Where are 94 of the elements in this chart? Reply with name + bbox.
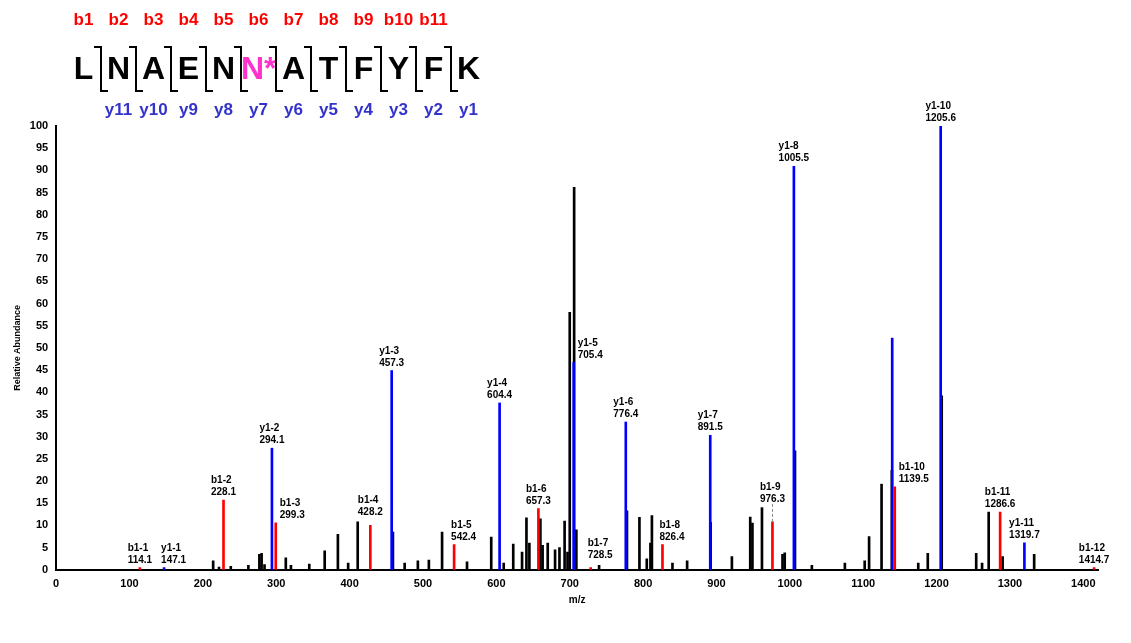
annotation: y1-11 1319.7	[1009, 516, 1041, 540]
annotation: b1-12 1414.7	[1078, 541, 1110, 565]
x-tick-label: 1400	[1071, 577, 1096, 590]
text: b4	[177, 10, 200, 30]
text: F	[352, 50, 375, 87]
text: y4	[353, 100, 374, 120]
text: K	[455, 50, 482, 87]
y-tick-label: 95	[35, 141, 49, 154]
x-tick-label: 500	[413, 577, 433, 590]
annotation: b1-1 114.1	[127, 541, 153, 565]
annotation: b1-6 657.3	[525, 482, 552, 506]
text: y9	[178, 100, 199, 120]
text: b8	[317, 10, 340, 30]
x-tick-label: 700	[560, 577, 579, 590]
y-tick-label: 10	[35, 518, 49, 531]
x-tick-label: 1000	[777, 577, 803, 590]
annotation: b1-10 1139.5	[898, 460, 930, 484]
annotation: y1-1 147.1	[161, 541, 187, 565]
y-tick-label: 85	[35, 185, 49, 198]
annotation: y1-5 705.4	[577, 336, 604, 360]
text: T	[317, 50, 340, 87]
y-tick-label: 0	[42, 562, 49, 575]
text: b3	[142, 10, 165, 30]
y-tick-label: 100	[29, 119, 49, 132]
annotation: b1-2 228.1	[211, 474, 237, 498]
y-tick-label: 80	[35, 207, 49, 220]
y-tick-label: 50	[35, 340, 49, 353]
y-tick-label: 45	[35, 363, 49, 376]
x-tick-label: 800	[633, 577, 653, 590]
y-tick-label: 15	[35, 496, 49, 509]
text: N	[210, 50, 237, 87]
text: N	[105, 50, 132, 87]
annotation: y1-3 457.3	[379, 344, 405, 368]
y-tick-label: 5	[42, 540, 49, 553]
annotation: b1-8 826.4	[659, 518, 685, 542]
y-tick-label: 65	[35, 274, 49, 287]
text: L	[72, 50, 95, 87]
text: b6	[247, 10, 270, 30]
y-tick-label: 35	[35, 407, 49, 420]
x-tick-label: 400	[340, 577, 359, 590]
text: A	[280, 50, 307, 87]
y-tick-label: 25	[35, 451, 49, 464]
x-tick-label: 600	[487, 577, 506, 590]
text: y6	[283, 100, 304, 120]
annotation: b1-4 428.2	[357, 494, 384, 518]
annotation: y1-4 604.4	[487, 376, 513, 400]
annotation: y1-8 1005.5	[778, 140, 810, 164]
x-tick-label: 1300	[997, 577, 1023, 590]
y-tick-label: 60	[35, 296, 49, 309]
text: y10	[138, 100, 169, 120]
annotation: b1-7 728.5	[587, 536, 614, 560]
x-tick-label: 1200	[924, 577, 949, 590]
annotation: y1-7 891.5	[697, 409, 724, 433]
text: A	[140, 50, 167, 87]
x-tick-label: 900	[707, 577, 726, 590]
text: y3	[388, 100, 409, 120]
x-axis-title: m/z	[568, 593, 586, 605]
y-axis-title: Relative Abundance	[11, 305, 22, 391]
annotation: y1-10 1205.6	[925, 100, 957, 123]
annotation: b1-11 1286.6	[984, 486, 1016, 510]
annotation: b1-5 542.4	[451, 518, 477, 542]
text: b1	[72, 10, 95, 30]
text: b10	[382, 10, 415, 30]
text: F	[422, 50, 445, 87]
y-tick-label: 90	[35, 163, 49, 176]
annotation: y1-2 294.1	[259, 422, 285, 446]
x-tick-label: 100	[120, 577, 139, 590]
x-tick-label: 0	[53, 577, 60, 590]
y-tick-label: 55	[35, 318, 49, 331]
text: b7	[282, 10, 305, 30]
x-tick-label: 300	[267, 577, 286, 590]
text: b2	[107, 10, 130, 30]
x-tick-label: 200	[193, 577, 213, 590]
y-tick-label: 30	[35, 429, 49, 442]
annotation: y1-6 776.4	[613, 396, 639, 420]
annotation: b1-9 976.3	[759, 480, 786, 504]
text: y2	[423, 100, 444, 120]
x-tick-label: 1100	[851, 577, 876, 590]
text: y1	[458, 100, 479, 120]
annotation: b1-3 299.3	[279, 496, 306, 520]
text: y7	[248, 100, 269, 120]
y-tick-label: 40	[35, 385, 49, 398]
y-tick-label: 70	[35, 252, 49, 265]
text: b11	[418, 10, 449, 30]
text: b9	[352, 10, 375, 30]
text: Y	[386, 50, 411, 87]
text: y8	[213, 100, 234, 120]
text: N*	[241, 50, 277, 87]
y-tick-label: 75	[35, 229, 49, 242]
text: y11	[103, 100, 134, 120]
text: E	[176, 50, 201, 87]
y-tick-label: 20	[35, 474, 49, 487]
text: b5	[212, 10, 235, 30]
text: y5	[318, 100, 339, 120]
